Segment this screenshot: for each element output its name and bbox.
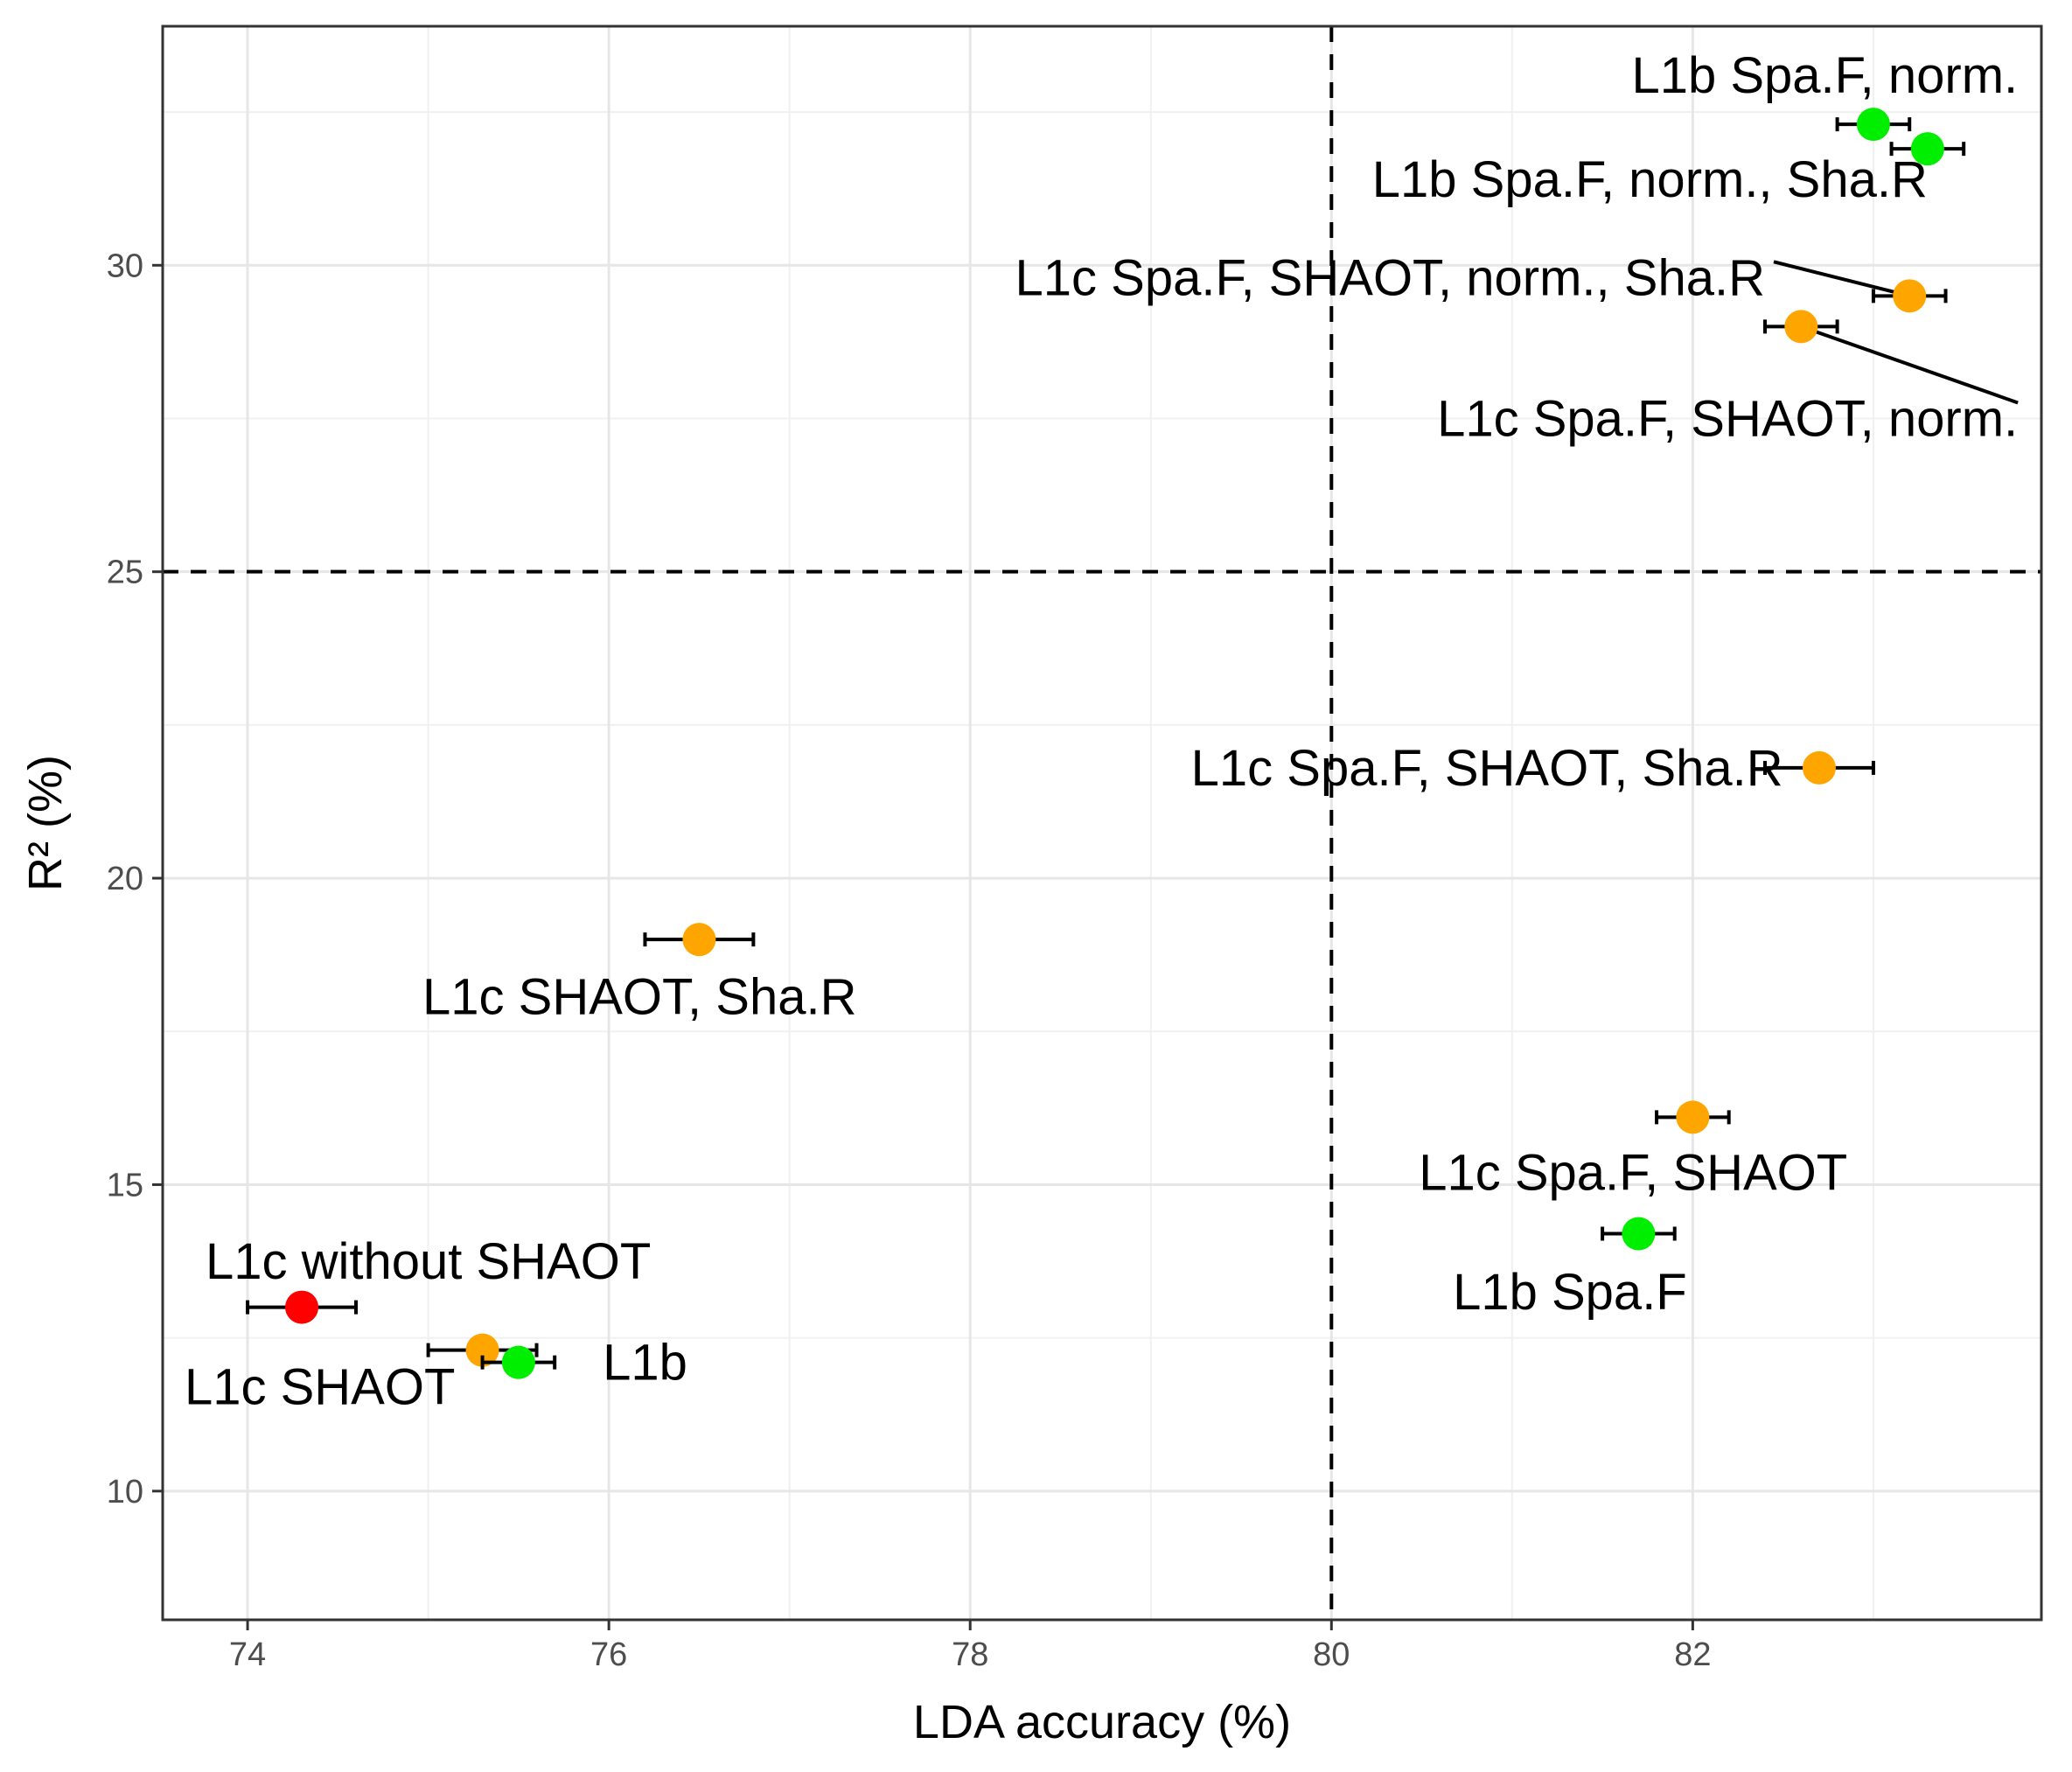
point-label: L1c Spa.F, SHAOT, norm. bbox=[1437, 390, 2018, 447]
point-label: L1c SHAOT, Sha.R bbox=[422, 968, 856, 1025]
data-point-8 bbox=[1622, 1217, 1656, 1251]
plot-panel-border bbox=[161, 24, 2043, 1622]
data-point-5 bbox=[1802, 750, 1836, 785]
y-tick-label: 10 bbox=[107, 1474, 143, 1510]
point-label: L1c without SHAOT bbox=[206, 1233, 651, 1290]
y-tick-label: 20 bbox=[107, 861, 143, 897]
data-point-11 bbox=[501, 1345, 535, 1379]
point-label: L1b Spa.F, norm., Sha.R bbox=[1372, 151, 1928, 208]
data-points: L1b Spa.F, norm. L1b Spa.F, norm., Sha.R L… bbox=[185, 47, 2019, 1416]
data-point-3 bbox=[1893, 279, 1927, 313]
point-label: L1c SHAOT bbox=[185, 1359, 455, 1416]
data-point-6 bbox=[682, 923, 716, 957]
point-label: L1b Spa.F bbox=[1453, 1264, 1687, 1321]
point-label: L1c Spa.F, SHAOT, norm., Sha.R bbox=[1015, 249, 1765, 306]
point-label: L1c Spa.F, SHAOT bbox=[1419, 1144, 1847, 1201]
y-tick-label: 30 bbox=[107, 248, 143, 284]
data-point-10 bbox=[465, 1333, 499, 1367]
x-tick-label: 78 bbox=[952, 1636, 988, 1673]
data-point-2 bbox=[1910, 132, 1944, 166]
x-axis-title: LDA accuracy (%) bbox=[913, 1696, 1291, 1748]
x-tick-label: 80 bbox=[1313, 1636, 1350, 1673]
point-label: L1b Spa.F, norm. bbox=[1631, 47, 2018, 104]
axis-ticks: 74 76 78 80 82 10 15 20 25 30 bbox=[107, 248, 1712, 1673]
data-point-4 bbox=[1784, 310, 1818, 344]
data-point-1 bbox=[1856, 108, 1890, 142]
label-leader-line bbox=[1773, 260, 1910, 298]
reference-lines bbox=[163, 26, 2041, 1620]
x-tick-label: 76 bbox=[590, 1636, 627, 1673]
x-tick-label: 74 bbox=[229, 1636, 266, 1673]
y-axis-title: R² (%) bbox=[19, 755, 72, 891]
point-label: L1b bbox=[603, 1335, 687, 1392]
point-label: L1c Spa.F, SHAOT, Sha.R bbox=[1191, 740, 1783, 797]
y-tick-label: 25 bbox=[107, 555, 143, 591]
data-point-9 bbox=[285, 1290, 319, 1324]
data-point-7 bbox=[1676, 1100, 1710, 1134]
x-tick-label: 82 bbox=[1674, 1636, 1711, 1673]
y-tick-label: 15 bbox=[107, 1167, 143, 1203]
label-leader-line bbox=[1800, 324, 2019, 405]
